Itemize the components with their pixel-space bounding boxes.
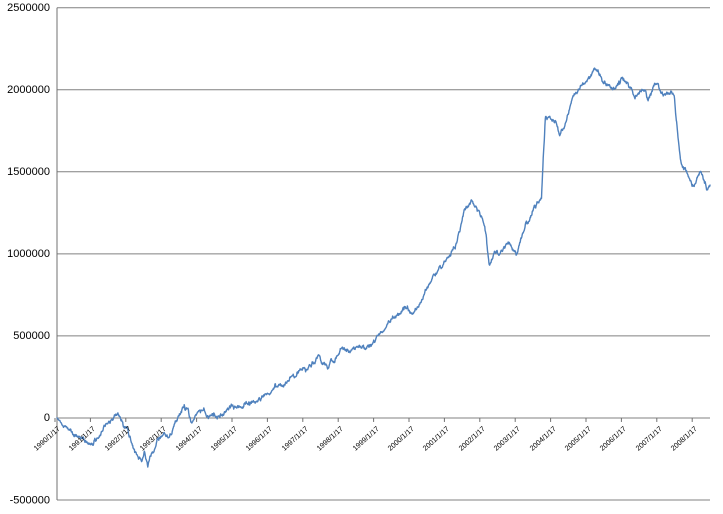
svg-text:0: 0 [44, 412, 50, 424]
svg-text:-500000: -500000 [10, 494, 50, 506]
svg-text:500000: 500000 [13, 330, 50, 342]
svg-text:2000000: 2000000 [7, 84, 50, 96]
svg-text:1500000: 1500000 [7, 166, 50, 178]
svg-text:2500000: 2500000 [7, 2, 50, 14]
svg-text:1000000: 1000000 [7, 248, 50, 260]
